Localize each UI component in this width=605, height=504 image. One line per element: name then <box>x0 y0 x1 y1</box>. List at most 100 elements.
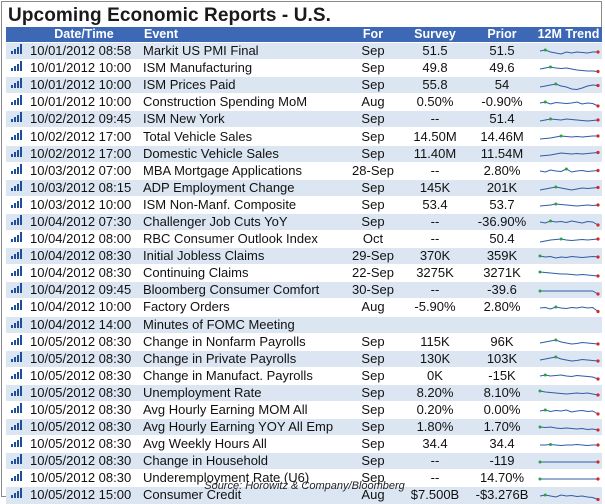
table-row[interactable]: 10/05/2012 08:30 Unemployment Rate Sep 8.20… <box>6 383 602 402</box>
sparkline-line <box>539 374 598 380</box>
bar-chart-icon[interactable] <box>6 110 28 128</box>
sparkline-line <box>539 255 598 259</box>
table-row[interactable]: 10/05/2012 08:30 Change in Manufact. Payr… <box>6 366 602 385</box>
table-row[interactable]: 10/05/2012 08:30 Avg Hourly Earning YOY A… <box>6 418 602 436</box>
bar-chart-icon[interactable] <box>6 264 28 282</box>
sparkline-high-marker <box>553 305 557 309</box>
table-row[interactable]: 10/05/2012 08:30 Underemployment Rate (U6… <box>6 469 602 487</box>
table-row[interactable]: 10/03/2012 07:00 MBA Mortgage Application… <box>6 161 602 180</box>
row-datetime: 10/04/2012 14:00 <box>28 315 140 334</box>
table-row[interactable]: 10/02/2012 17:00 Domestic Vehicle Sales Se… <box>6 144 602 163</box>
bar-chart-icon-bar <box>11 187 13 191</box>
bar-chart-icon-bar <box>14 185 16 191</box>
bar-chart-icon[interactable] <box>6 144 28 163</box>
sparkline-line <box>539 271 598 277</box>
row-datetime: 10/05/2012 08:30 <box>28 469 140 487</box>
bar-chart-icon-bar <box>20 214 22 225</box>
bar-chart-icon[interactable] <box>6 212 28 231</box>
row-survey: 14.50M <box>401 127 469 146</box>
sparkline-last-marker <box>595 377 600 381</box>
table-row[interactable]: 10/01/2012 10:00 Construction Spending Mo… <box>6 93 602 111</box>
table-row[interactable]: 10/04/2012 08:00 RBC Consumer Outlook Ind… <box>6 230 602 248</box>
bar-chart-icon[interactable] <box>6 452 28 470</box>
row-event: RBC Consumer Outlook Index <box>140 230 345 248</box>
row-datetime: 10/01/2012 10:00 <box>28 59 140 77</box>
table-row[interactable]: 10/05/2012 08:30 Change in Household Sep --… <box>6 452 602 470</box>
trend-sparkline <box>535 161 602 180</box>
table-row[interactable]: 10/02/2012 09:45 ISM New York Sep -- 51.4 <box>6 110 602 128</box>
table-row[interactable]: 10/04/2012 14:00 Minutes of FOMC Meeting <box>6 315 602 334</box>
bar-chart-icon[interactable] <box>6 247 28 265</box>
sparkline-high-marker <box>538 270 541 274</box>
sparkline-last-marker <box>595 428 600 432</box>
bar-chart-icon-bar <box>11 239 13 243</box>
sparkline-last-marker <box>595 134 600 138</box>
bar-chart-icon-bar <box>20 249 22 260</box>
sparkline-line <box>539 220 598 226</box>
sparkline-line <box>539 339 598 345</box>
bar-chart-icon-bar <box>17 320 19 328</box>
bar-chart-icon[interactable] <box>6 435 28 453</box>
table-row[interactable]: 10/04/2012 07:30 Challenger Job Cuts YoY S… <box>6 212 602 231</box>
bar-chart-icon[interactable] <box>6 161 28 180</box>
bar-chart-icon-bar <box>17 286 19 294</box>
row-period: 29-Sep <box>345 247 401 265</box>
sparkline-last-marker <box>595 460 600 464</box>
sparkline-high-marker <box>553 338 557 342</box>
bar-chart-icon[interactable] <box>6 230 28 248</box>
bar-chart-icon[interactable] <box>6 486 28 504</box>
sparkline-line <box>539 356 598 362</box>
bar-chart-icon[interactable] <box>6 400 28 419</box>
table-row[interactable]: 10/04/2012 09:45 Bloomberg Consumer Comfo… <box>6 281 602 299</box>
table-row[interactable]: 10/03/2012 08:15 ADP Employment Change Sep… <box>6 178 602 197</box>
table-row[interactable]: 10/01/2012 10:00 ISM Manufacturing Sep 49.8… <box>6 59 602 77</box>
bar-chart-icon[interactable] <box>6 418 28 436</box>
table-row[interactable]: 10/05/2012 08:30 Avg Hourly Earning MOM A… <box>6 400 602 419</box>
bar-chart-icon[interactable] <box>6 76 28 94</box>
table-row[interactable]: 10/04/2012 10:00 Factory Orders Aug -5.90% 2… <box>6 298 602 316</box>
bar-chart-icon-bar <box>17 166 19 174</box>
table-row[interactable]: 10/05/2012 08:30 Change in Private Payrol… <box>6 349 602 368</box>
table-row[interactable]: 10/01/2012 10:00 ISM Prices Paid Sep 55.8 54 <box>6 76 602 94</box>
bar-chart-icon[interactable] <box>6 332 28 351</box>
table-row[interactable]: 10/05/2012 08:30 Avg Weekly Hours All Sep 3… <box>6 435 602 453</box>
bar-chart-icon <box>11 385 22 396</box>
bar-chart-icon[interactable] <box>6 93 28 111</box>
bar-chart-icon-bar <box>14 408 16 414</box>
table-row[interactable]: 10/02/2012 17:00 Total Vehicle Sales Sep 14… <box>6 127 602 146</box>
bar-chart-icon[interactable] <box>6 366 28 385</box>
table-row[interactable]: 10/03/2012 10:00 ISM Non-Manf. Composite S… <box>6 195 602 214</box>
row-survey: 115K <box>401 332 469 351</box>
bar-chart-icon[interactable] <box>6 469 28 487</box>
bar-chart-icon[interactable] <box>6 41 28 60</box>
row-survey: 3275K <box>401 264 469 282</box>
bar-chart-icon[interactable] <box>6 383 28 402</box>
bar-chart-icon[interactable] <box>6 127 28 146</box>
row-prior: 53.7 <box>469 195 535 214</box>
bar-chart-icon[interactable] <box>6 195 28 214</box>
bar-chart-icon-bar <box>17 98 19 106</box>
table-row[interactable]: 10/05/2012 08:30 Change in Nonfarm Payrol… <box>6 332 602 351</box>
bar-chart-icon[interactable] <box>6 298 28 316</box>
row-period: Sep <box>345 212 401 231</box>
bar-chart-icon-bar <box>11 221 13 225</box>
bar-chart-icon-bar <box>14 237 16 243</box>
bar-chart-icon[interactable] <box>6 349 28 368</box>
table-row[interactable]: 10/04/2012 08:30 Initial Jobless Claims 29… <box>6 247 602 265</box>
bar-chart-icon[interactable] <box>6 315 28 334</box>
bar-chart-icon-bar <box>20 266 22 277</box>
row-period: Sep <box>345 332 401 351</box>
sparkline-chart <box>539 219 600 228</box>
row-prior: -0.90% <box>469 93 535 111</box>
table-row[interactable]: 10/05/2012 15:00 Consumer Credit Aug $7.500… <box>6 486 602 504</box>
table-row[interactable]: 10/01/2012 08:58 Markit US PMI Final Sep 51… <box>6 41 602 60</box>
row-survey: 51.5 <box>401 41 469 60</box>
bar-chart-icon[interactable] <box>6 281 28 299</box>
table-row[interactable]: 10/04/2012 08:30 Continuing Claims 22-Sep 3… <box>6 264 602 282</box>
bar-chart-icon[interactable] <box>6 178 28 197</box>
bar-chart-icon <box>11 44 22 55</box>
bar-chart-icon[interactable] <box>6 59 28 77</box>
trend-sparkline <box>535 281 602 299</box>
row-event: Markit US PMI Final <box>140 41 345 60</box>
bar-chart-icon <box>11 163 22 174</box>
